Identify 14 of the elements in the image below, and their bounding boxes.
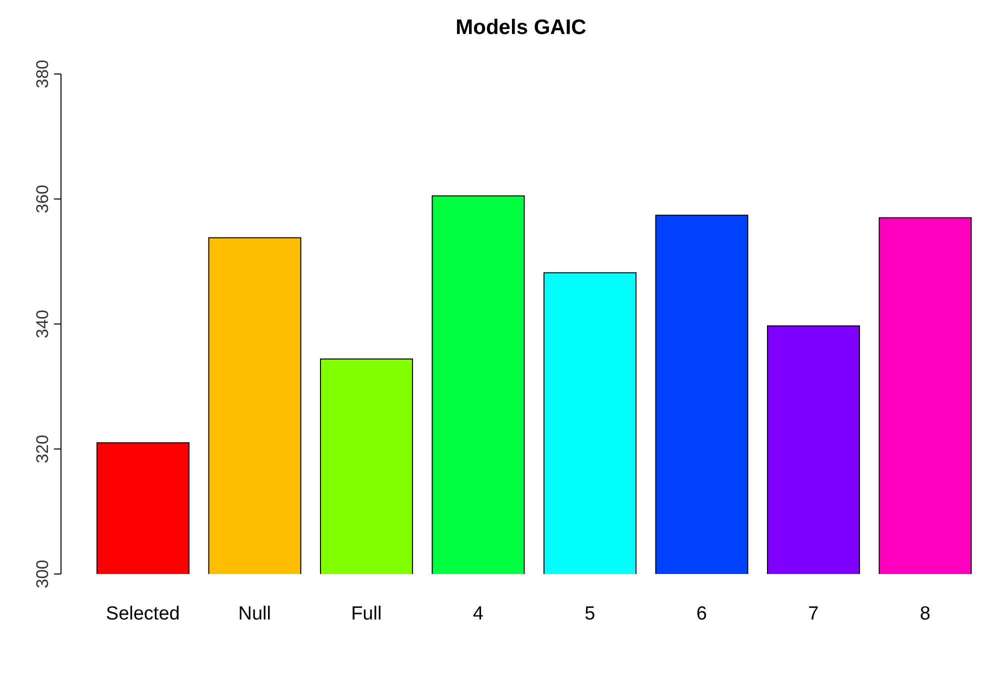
x-tick-label: Selected: [106, 603, 180, 624]
chart-title: Models GAIC: [454, 16, 588, 40]
x-tick-label: Null: [238, 603, 271, 624]
x-tick-label: 7: [808, 603, 819, 624]
x-tick-label: 8: [920, 603, 930, 624]
x-tick-label: 4: [472, 603, 484, 624]
x-tick-label: 6: [696, 603, 707, 624]
y-tick-label: 300: [33, 560, 52, 588]
x-tick-label: 5: [584, 603, 596, 624]
y-tick-label: 340: [33, 310, 52, 338]
y-tick-label: 380: [33, 60, 52, 88]
y-tick-label: 360: [33, 184, 52, 214]
x-tick-label: Full: [351, 603, 382, 624]
y-tick-label: 320: [33, 434, 52, 464]
